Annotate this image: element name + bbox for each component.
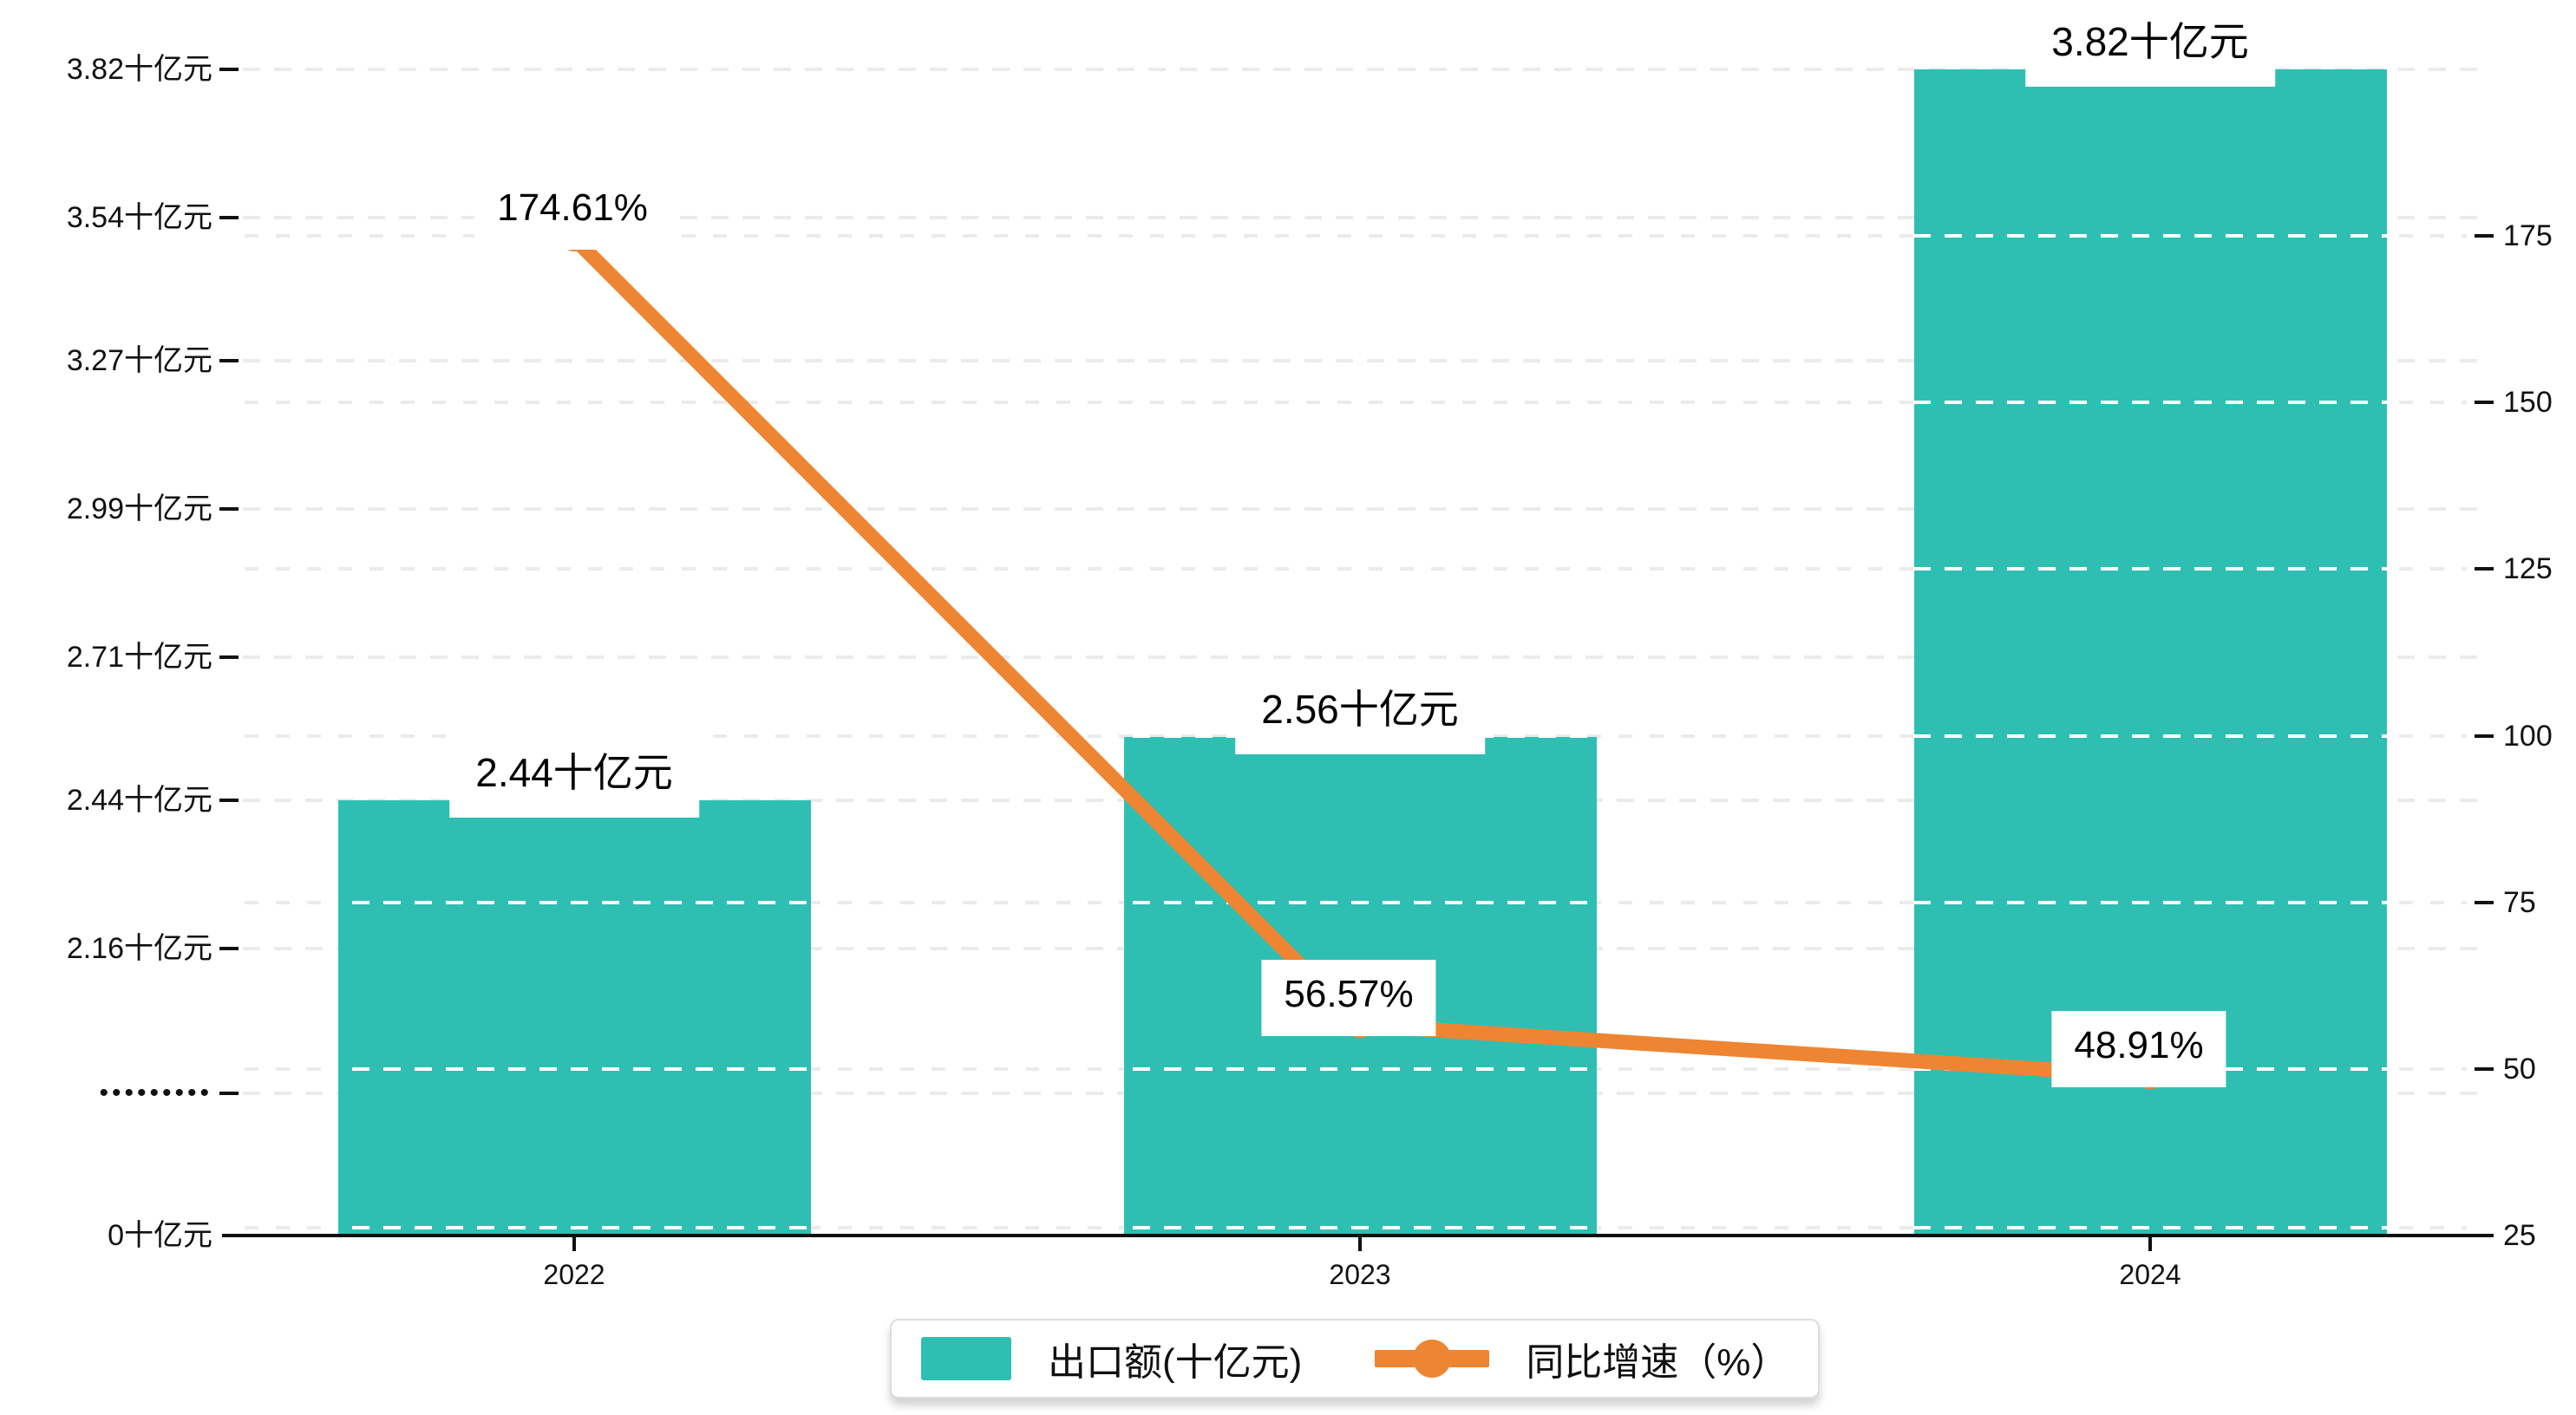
left-axis-tick-mark (219, 358, 239, 362)
left-axis-zero-label: 0十亿元 (108, 1219, 212, 1252)
axis-break-dots: ••••••••• (99, 1079, 212, 1107)
x-axis-tick-mark (1358, 1237, 1362, 1251)
legend-label-export: 出口额(十亿元) (1048, 1341, 1303, 1384)
right-axis-tick-mark (2475, 900, 2494, 904)
line-value-label: 174.61% (474, 173, 670, 250)
right-axis-tick-label: 25 (2503, 1219, 2536, 1252)
line-value-label: 48.91% (2051, 1011, 2226, 1088)
line-series-marker-icon (1375, 1340, 1490, 1378)
legend-label-growth: 同比增速（%） (1526, 1341, 1789, 1384)
gridline-right-tick-overlay (243, 900, 2482, 904)
gridline-right-tick-overlay (243, 1226, 2482, 1229)
right-axis-tick-label: 125 (2503, 552, 2553, 586)
growth-line (568, 232, 2151, 1084)
right-axis-tick-mark (2475, 734, 2494, 738)
x-axis-label-2024: 2024 (2119, 1259, 2181, 1290)
left-axis-tick-label: 2.16十亿元 (66, 932, 212, 965)
left-axis-tick-label: 2.44十亿元 (66, 783, 212, 817)
left-axis-tick-label: 3.54十亿元 (66, 201, 212, 235)
right-axis-tick-mark (2475, 234, 2494, 238)
gridline-right-tick-overlay (243, 401, 2482, 405)
right-axis-tick-label: 50 (2503, 1052, 2536, 1086)
left-axis-tick-mark (219, 947, 239, 950)
line-value-label: 56.57% (1261, 960, 1436, 1037)
gridline-right-tick-overlay (243, 234, 2482, 238)
line-series-dot-icon (1413, 1340, 1452, 1378)
gridline-right-tick-overlay (243, 1066, 2482, 1071)
x-axis-label-2023: 2023 (1329, 1259, 1391, 1290)
left-axis-tick-label: 2.71十亿元 (66, 641, 212, 675)
right-axis-tick-label: 150 (2503, 386, 2553, 420)
x-axis-line (222, 1234, 2482, 1237)
gridline-left-tick (243, 507, 2482, 511)
x-axis-tick-mark (572, 1237, 576, 1251)
left-axis-tick-label: 2.99十亿元 (66, 492, 212, 525)
right-axis-tick-label: 100 (2503, 719, 2553, 753)
right-axis-tick-mark (2475, 1066, 2494, 1071)
legend-item-growth[interactable]: 同比增速（%） (1375, 1331, 1788, 1386)
right-axis-tick-mark (2475, 401, 2494, 405)
legend: 出口额(十亿元) 同比增速（%） (890, 1319, 1821, 1399)
gridline-left-tick (243, 216, 2482, 220)
right-axis-tick-mark (2475, 1234, 2494, 1237)
right-axis-tick-label: 75 (2503, 885, 2536, 919)
gridline-left-tick (243, 68, 2482, 71)
right-axis-tick-mark (2475, 567, 2494, 571)
x-axis-tick-mark (2148, 1237, 2152, 1251)
left-axis-tick-mark (219, 507, 239, 511)
bar-value-label: 2.56十亿元 (1235, 670, 1485, 754)
gridline-right-tick-overlay (243, 567, 2482, 571)
right-axis-tick-label: 175 (2503, 219, 2553, 252)
bar-value-label: 2.44十亿元 (449, 734, 699, 818)
left-axis-tick-mark (219, 216, 239, 220)
gridline-left-tick (243, 655, 2482, 660)
x-axis-label-2022: 2022 (543, 1259, 605, 1290)
bar-value-label: 3.82十亿元 (2025, 3, 2275, 87)
legend-item-export[interactable]: 出口额(十亿元) (921, 1331, 1302, 1386)
left-axis-tick-label: 3.82十亿元 (66, 53, 212, 86)
left-axis-tick-label: 3.27十亿元 (66, 343, 212, 377)
bar-series-swatch-icon (921, 1337, 1011, 1380)
bar-2022 (337, 799, 811, 1236)
left-axis-tick-mark (219, 1092, 239, 1095)
left-axis-tick-mark (219, 798, 239, 802)
gridline-left-tick (243, 358, 2482, 362)
left-axis-tick-mark (219, 655, 239, 660)
left-axis-tick-mark (219, 68, 239, 71)
